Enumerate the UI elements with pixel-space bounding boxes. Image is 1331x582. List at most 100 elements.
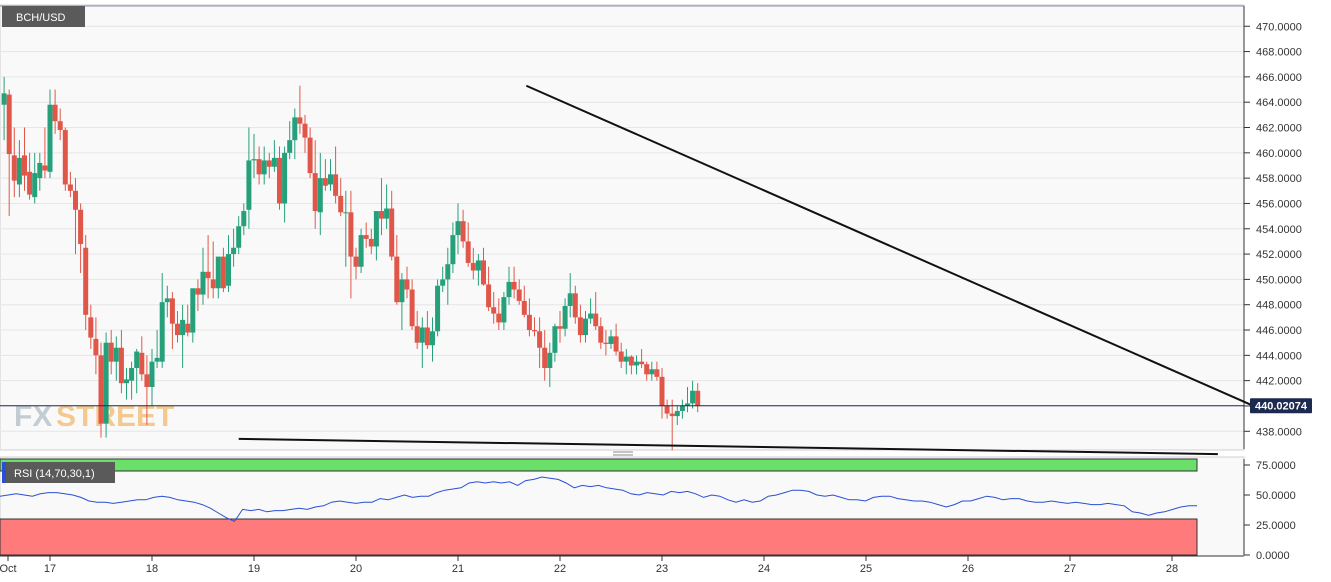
y-tick-label: 454.0000: [1256, 224, 1302, 236]
candle-down: [368, 228, 374, 255]
candle-body: [98, 355, 104, 424]
current-price-label: 440.02074: [1255, 401, 1308, 413]
candle-body: [348, 212, 354, 257]
candle-body: [521, 300, 527, 315]
candle-body: [368, 238, 374, 247]
watermark-street: STREET: [56, 400, 174, 433]
rsi-tick-label: 0.0000: [1256, 550, 1290, 562]
candle-down: [613, 323, 619, 356]
x-tick-label: 27: [1064, 563, 1076, 575]
candle-body: [11, 155, 17, 181]
candle-down: [307, 127, 313, 179]
candle-up: [435, 279, 441, 337]
candle-down: [175, 311, 180, 343]
y-tick-label: 458.0000: [1256, 173, 1302, 185]
candle-body: [511, 281, 517, 290]
candle-down: [169, 292, 175, 350]
candle-body: [685, 403, 690, 406]
candle-down: [67, 171, 73, 198]
candle-body: [552, 326, 558, 353]
x-tick-label: 17: [44, 563, 56, 575]
candle-body: [695, 390, 701, 406]
candle-body: [322, 178, 328, 186]
candle-body: [220, 256, 226, 289]
candle-body: [200, 271, 206, 295]
panel-splitter[interactable]: [613, 451, 633, 456]
candle-body: [358, 235, 364, 267]
candle-body: [190, 288, 196, 333]
candle-down: [11, 127, 17, 198]
candle-body: [118, 347, 124, 384]
trendline: [238, 437, 1218, 456]
candle-down: [603, 330, 609, 356]
candle-down: [664, 399, 670, 419]
candle-body: [236, 226, 242, 248]
candle-down: [379, 178, 384, 236]
candle-body: [251, 159, 257, 161]
candle-body: [328, 174, 333, 185]
candle-down: [669, 399, 675, 451]
candle-up: [236, 216, 242, 255]
candle-up: [292, 108, 298, 160]
candle-down: [486, 266, 492, 312]
y-tick-label: 460.0000: [1256, 148, 1302, 160]
candle-down: [312, 140, 318, 229]
candle-up: [475, 254, 481, 286]
candle-up: [343, 190, 349, 267]
candle-down: [491, 292, 497, 324]
candle-down: [363, 222, 369, 248]
candle-body: [164, 298, 170, 303]
candle-up: [674, 405, 680, 425]
candle-up: [547, 342, 553, 387]
symbol-badge[interactable]: BCH/USD: [2, 6, 85, 27]
candle-body: [379, 211, 384, 219]
candle-up: [419, 317, 425, 368]
candle-up: [328, 159, 333, 191]
rsi-tick-label: 50.0000: [1256, 490, 1296, 502]
candle-up: [562, 298, 568, 337]
price-panel: [0, 4, 1245, 451]
candle-body: [664, 405, 670, 414]
candle-body: [389, 208, 395, 257]
candle-body: [124, 379, 129, 384]
candle-down: [322, 159, 328, 191]
candle-body: [628, 356, 634, 366]
candle-body: [516, 289, 522, 301]
x-tick-label: 20: [350, 563, 362, 575]
candle-down: [205, 235, 211, 299]
candle-up: [47, 89, 53, 179]
y-tick-label: 444.0000: [1256, 350, 1302, 362]
candle-down: [57, 108, 63, 141]
candle-up: [690, 380, 696, 409]
candle-body: [195, 288, 201, 295]
candle-body: [414, 326, 420, 343]
candle-up: [1, 76, 7, 141]
candle-up: [134, 349, 140, 394]
candle-up: [430, 317, 435, 362]
candle-body: [159, 302, 165, 362]
candle-up: [455, 203, 461, 255]
rsi-badge[interactable]: RSI (14,70,30,1): [2, 462, 115, 483]
candle-body: [129, 367, 135, 381]
candle-body: [634, 361, 639, 366]
candle-down: [572, 285, 578, 324]
y-tick-label: 466.0000: [1256, 72, 1302, 84]
candle-up: [37, 152, 43, 191]
candle-up: [384, 184, 390, 229]
candle-body: [88, 317, 94, 338]
candle-down: [210, 241, 216, 299]
candle-down: [521, 285, 527, 318]
candle-body: [532, 330, 537, 332]
y-tick-label: 442.0000: [1256, 376, 1302, 388]
candle-down: [83, 235, 89, 331]
candle-body: [598, 326, 604, 343]
candle-body: [108, 342, 114, 362]
candle-up: [246, 127, 252, 229]
trendlines: [238, 84, 1255, 456]
candle-body: [1, 93, 7, 105]
candle-body: [613, 336, 619, 352]
candle-down: [470, 247, 476, 280]
candle-up: [679, 399, 685, 419]
candle-body: [430, 331, 435, 346]
watermark: FX STREET: [14, 400, 174, 433]
